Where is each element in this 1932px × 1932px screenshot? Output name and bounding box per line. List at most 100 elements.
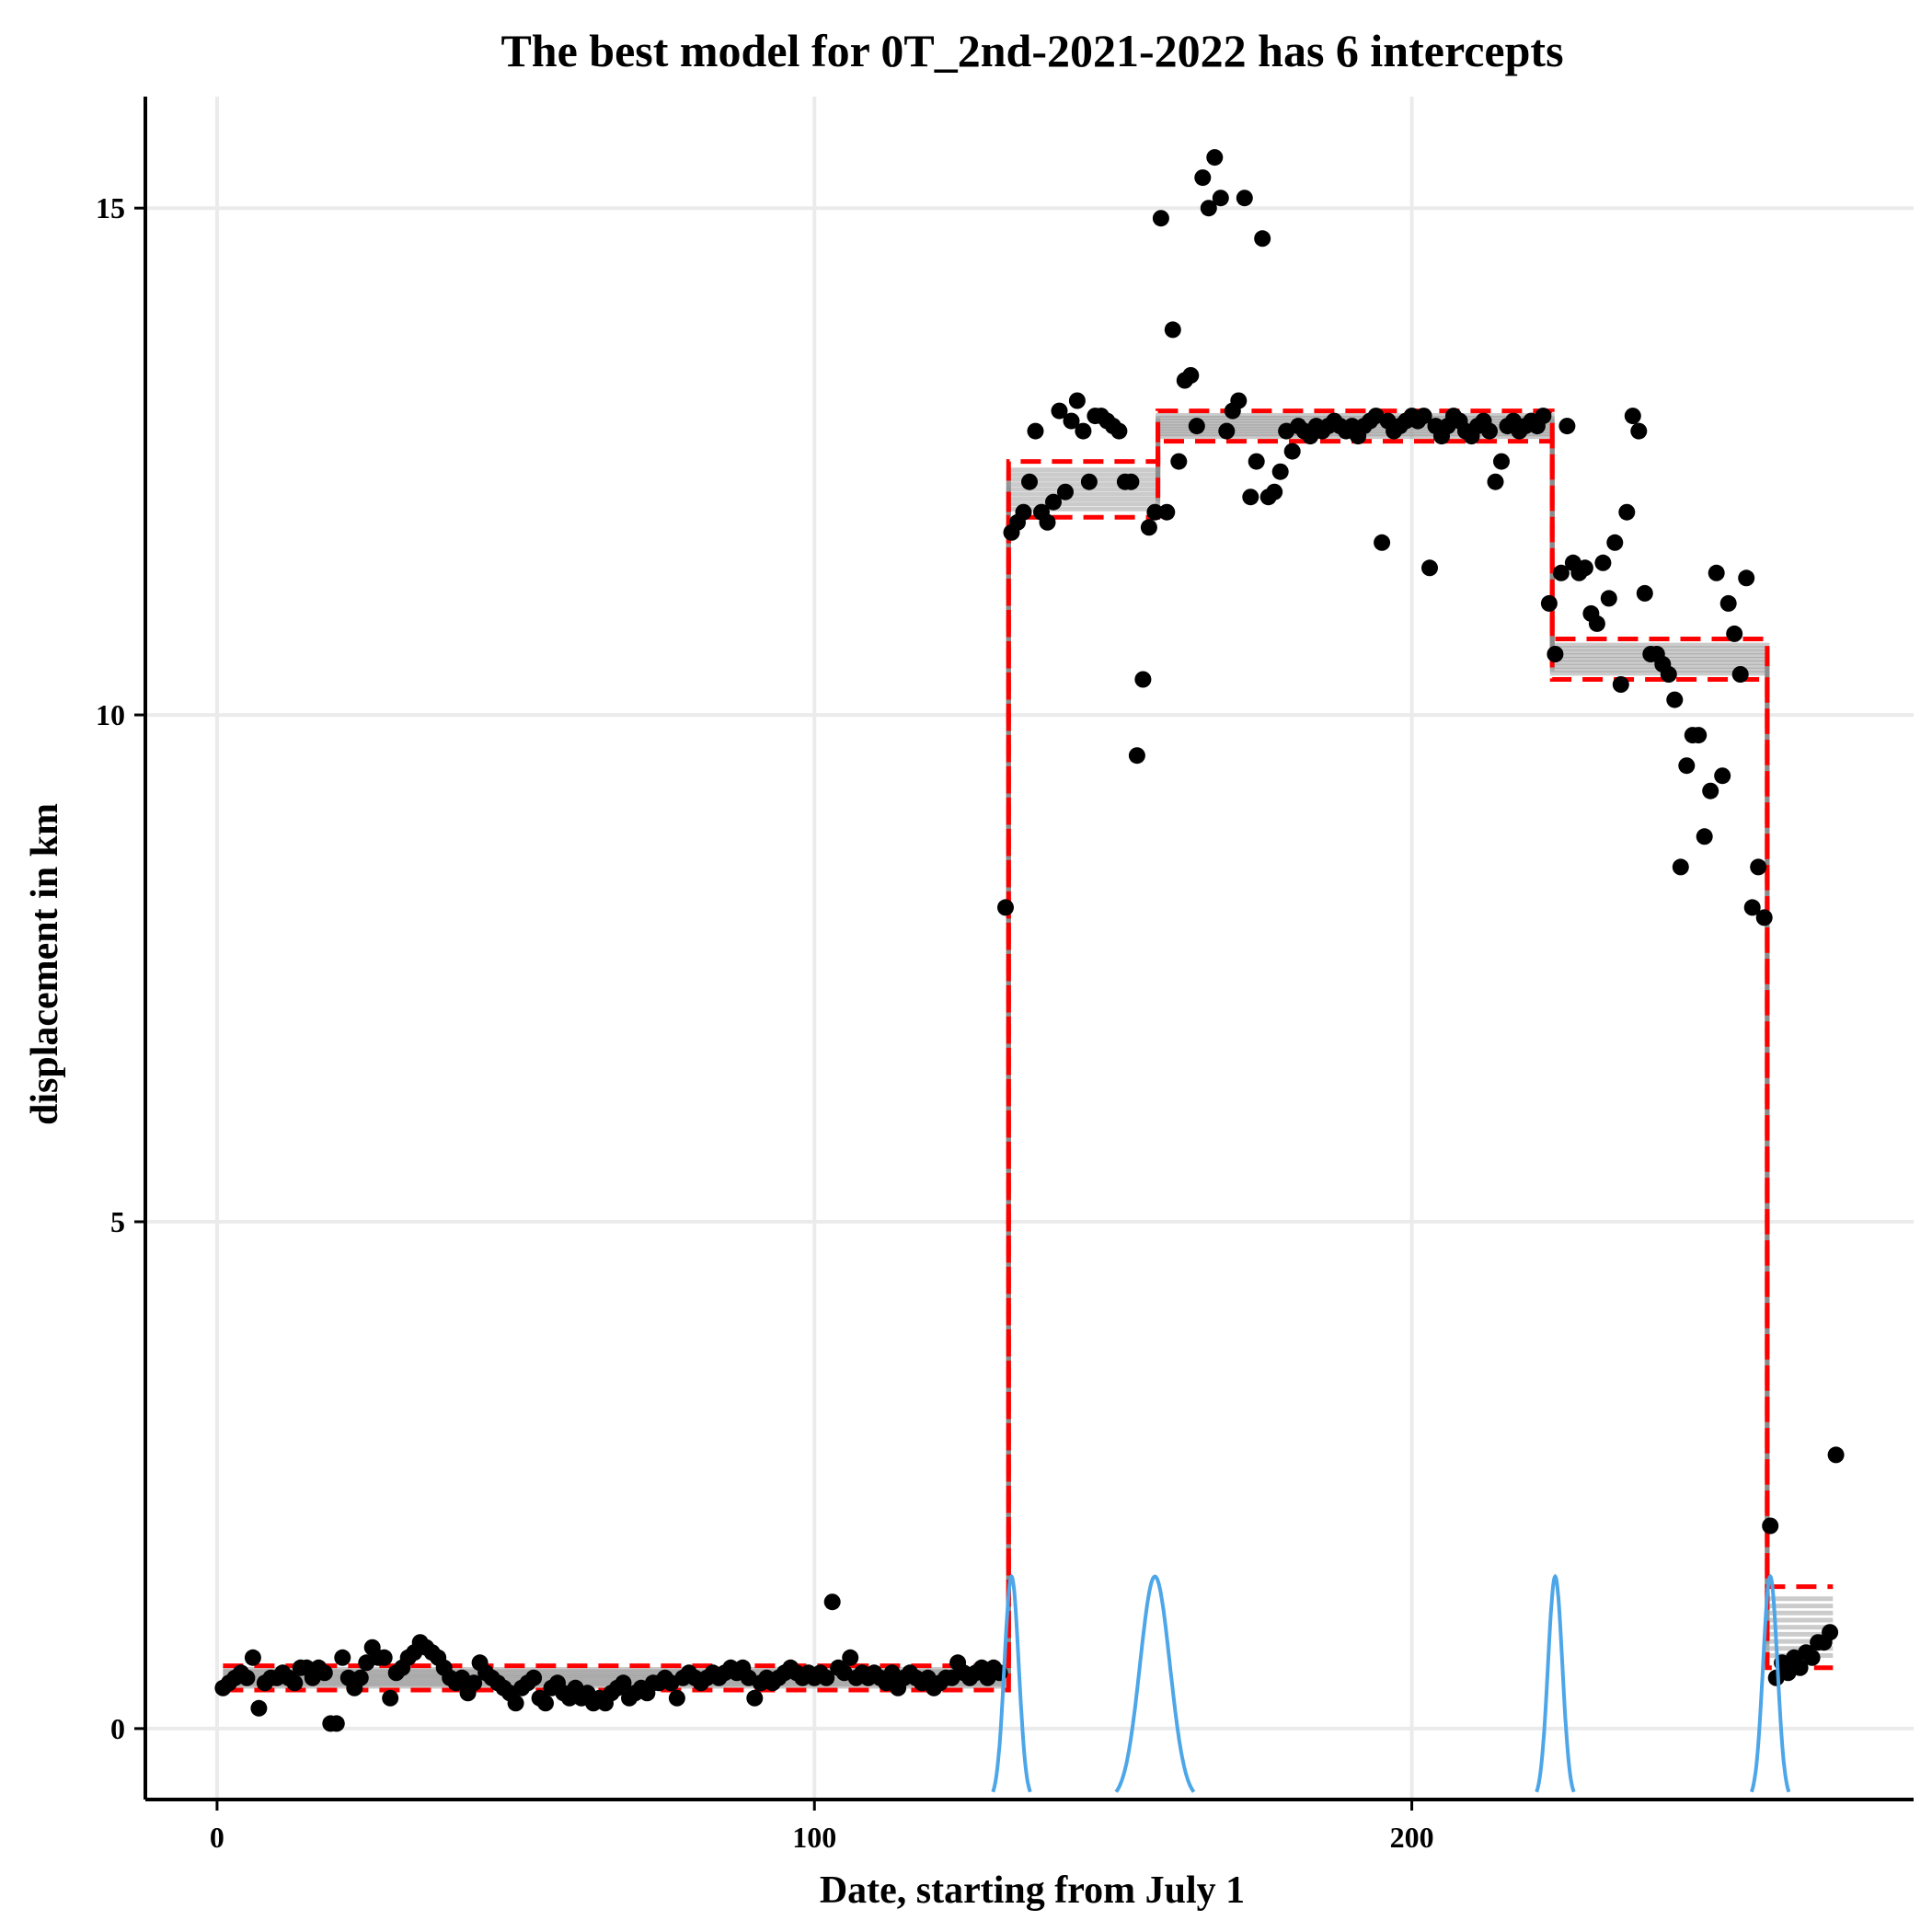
data-point <box>1039 513 1056 531</box>
x-tick-label: 200 <box>1390 1821 1434 1854</box>
data-point <box>382 1689 399 1707</box>
data-point <box>1558 418 1576 435</box>
data-point <box>823 1593 841 1611</box>
data-point <box>1080 473 1098 490</box>
data-point <box>1051 402 1068 420</box>
data-point <box>1045 493 1062 511</box>
data-point <box>1122 473 1140 490</box>
data-point <box>525 1669 543 1686</box>
data-point <box>1170 453 1188 470</box>
data-point <box>1743 899 1761 916</box>
data-point <box>668 1689 685 1707</box>
data-point <box>1552 564 1570 581</box>
data-point <box>1540 594 1558 612</box>
data-point <box>746 1689 764 1707</box>
data-point <box>1146 503 1164 521</box>
data-point <box>1600 590 1617 607</box>
y-tick-label: 5 <box>110 1205 125 1238</box>
data-point <box>334 1649 351 1666</box>
data-point <box>1588 615 1605 632</box>
data-point <box>375 1649 393 1666</box>
data-point <box>1152 210 1169 227</box>
data-point <box>1666 691 1684 708</box>
data-point <box>1714 767 1731 785</box>
data-point <box>1236 190 1253 207</box>
data-point <box>1206 149 1224 167</box>
data-point <box>1188 418 1205 435</box>
data-point <box>1254 230 1271 247</box>
data-point <box>1547 646 1564 662</box>
data-point <box>1182 367 1200 384</box>
data-point <box>238 1669 256 1686</box>
data-point <box>1576 559 1593 577</box>
data-point <box>1140 519 1157 536</box>
data-point <box>1134 671 1152 688</box>
posterior-fit-line <box>223 413 1834 1672</box>
data-point <box>1606 534 1624 551</box>
data-point <box>1415 408 1432 425</box>
data-point <box>1421 559 1438 577</box>
data-point <box>466 1674 483 1692</box>
y-axis-label: displacement in km <box>24 803 66 1125</box>
data-point <box>1630 422 1648 440</box>
data-point <box>1283 443 1301 460</box>
data-point <box>1230 392 1248 409</box>
y-tick-label: 15 <box>96 191 125 224</box>
data-point <box>1708 564 1725 581</box>
data-point <box>1803 1649 1821 1666</box>
data-points <box>214 149 1845 1732</box>
data-point <box>316 1664 333 1682</box>
grid-lines <box>145 97 1914 1800</box>
data-point <box>1822 1624 1839 1641</box>
x-tick-label: 0 <box>210 1821 224 1854</box>
data-point <box>1487 473 1504 490</box>
data-point <box>1755 909 1773 926</box>
data-point <box>1636 584 1653 602</box>
data-point <box>1242 489 1259 506</box>
chart-title: The best model for 0T_2nd-2021-2022 has … <box>500 25 1563 76</box>
data-point <box>1750 858 1767 876</box>
data-point <box>537 1695 554 1712</box>
data-point <box>1218 422 1236 440</box>
data-point <box>1212 190 1229 207</box>
data-point <box>351 1669 369 1686</box>
tick-labels: 0 100 200 0 5 10 15 <box>96 191 1434 1854</box>
data-point <box>1696 828 1713 845</box>
credible-interval <box>223 408 1834 1693</box>
data-point <box>1015 503 1032 521</box>
data-point <box>1075 422 1092 440</box>
changepoint-density-curve <box>1750 1573 1791 1793</box>
data-point <box>1827 1446 1845 1464</box>
data-point <box>1063 412 1080 430</box>
data-point <box>286 1674 304 1692</box>
changepoint-density-curve <box>1114 1574 1196 1793</box>
data-point <box>1374 534 1391 551</box>
data-point <box>818 1669 835 1686</box>
data-point <box>1672 858 1689 876</box>
x-tick-label: 100 <box>792 1821 836 1854</box>
data-point <box>1164 321 1181 339</box>
data-point <box>1535 408 1552 425</box>
data-point <box>1266 483 1283 500</box>
data-point <box>1248 453 1265 470</box>
data-point <box>1738 569 1755 587</box>
y-tick-label: 10 <box>96 698 125 731</box>
axes <box>134 97 1914 1811</box>
data-point <box>1128 747 1145 765</box>
data-point <box>1594 554 1612 571</box>
data-point <box>1493 453 1510 470</box>
data-point <box>1027 422 1044 440</box>
changepoint-density-curve <box>1535 1573 1576 1793</box>
data-point <box>1194 169 1212 187</box>
data-point <box>1110 422 1128 440</box>
data-point <box>244 1649 261 1666</box>
data-point <box>1660 666 1677 683</box>
data-point <box>507 1695 524 1712</box>
changepoint-density <box>991 1573 1791 1793</box>
data-point <box>1068 392 1086 409</box>
data-point <box>1624 408 1641 425</box>
data-point <box>1702 782 1719 799</box>
data-point <box>1481 422 1498 440</box>
data-point <box>1271 463 1289 480</box>
data-point <box>1158 503 1176 521</box>
